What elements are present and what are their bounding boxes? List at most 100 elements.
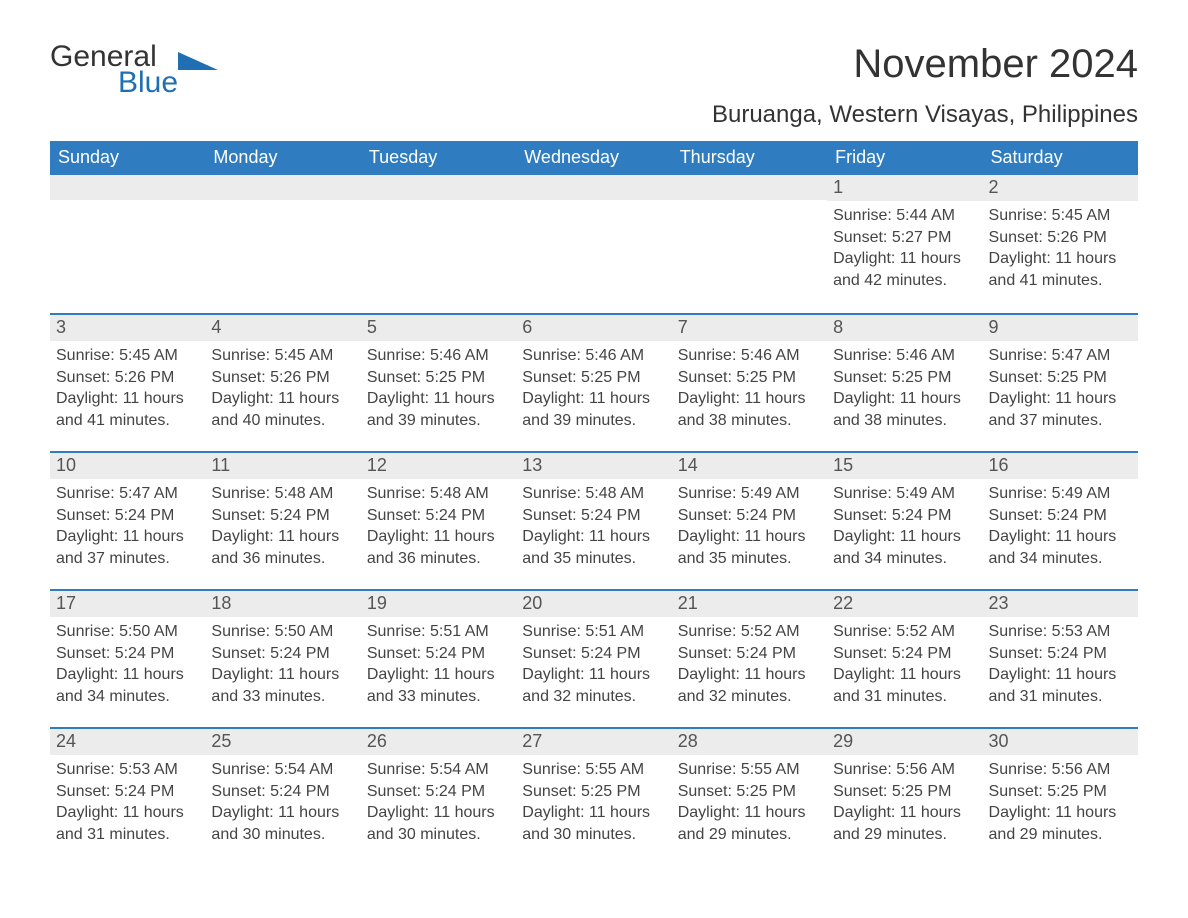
- daylight-text: Daylight: 11 hours: [833, 664, 976, 686]
- day-details: Sunrise: 5:45 AMSunset: 5:26 PMDaylight:…: [983, 201, 1138, 301]
- sunset-text: Sunset: 5:25 PM: [522, 367, 665, 389]
- daylight-text: Daylight: 11 hours: [211, 526, 354, 548]
- weekday-header: Monday: [205, 141, 360, 175]
- daylight-text: and 37 minutes.: [56, 548, 199, 570]
- daylight-text: Daylight: 11 hours: [989, 526, 1132, 548]
- day-details: Sunrise: 5:51 AMSunset: 5:24 PMDaylight:…: [361, 617, 516, 717]
- day-cell: 27Sunrise: 5:55 AMSunset: 5:25 PMDayligh…: [516, 729, 671, 855]
- day-number: 29: [827, 729, 982, 755]
- day-details: Sunrise: 5:44 AMSunset: 5:27 PMDaylight:…: [827, 201, 982, 301]
- weeks-container: 1Sunrise: 5:44 AMSunset: 5:27 PMDaylight…: [50, 175, 1138, 855]
- daylight-text: and 35 minutes.: [522, 548, 665, 570]
- day-details: Sunrise: 5:45 AMSunset: 5:26 PMDaylight:…: [205, 341, 360, 441]
- day-details: Sunrise: 5:49 AMSunset: 5:24 PMDaylight:…: [672, 479, 827, 579]
- day-cell: 2Sunrise: 5:45 AMSunset: 5:26 PMDaylight…: [983, 175, 1138, 313]
- day-number: 30: [983, 729, 1138, 755]
- logo-triangle-icon: [178, 48, 218, 75]
- weekday-header-row: Sunday Monday Tuesday Wednesday Thursday…: [50, 141, 1138, 175]
- weekday-header: Friday: [827, 141, 982, 175]
- day-cell: [361, 175, 516, 313]
- daylight-text: and 30 minutes.: [211, 824, 354, 846]
- day-number: 28: [672, 729, 827, 755]
- day-number: [50, 175, 205, 200]
- day-cell: 6Sunrise: 5:46 AMSunset: 5:25 PMDaylight…: [516, 315, 671, 451]
- day-number: 4: [205, 315, 360, 341]
- sunrise-text: Sunrise: 5:54 AM: [367, 759, 510, 781]
- day-number: 21: [672, 591, 827, 617]
- sunrise-text: Sunrise: 5:51 AM: [367, 621, 510, 643]
- day-number: 10: [50, 453, 205, 479]
- daylight-text: and 32 minutes.: [522, 686, 665, 708]
- day-details: Sunrise: 5:51 AMSunset: 5:24 PMDaylight:…: [516, 617, 671, 717]
- day-details: Sunrise: 5:45 AMSunset: 5:26 PMDaylight:…: [50, 341, 205, 441]
- daylight-text: and 31 minutes.: [989, 686, 1132, 708]
- day-cell: [50, 175, 205, 313]
- daylight-text: and 40 minutes.: [211, 410, 354, 432]
- daylight-text: and 42 minutes.: [833, 270, 976, 292]
- sunset-text: Sunset: 5:27 PM: [833, 227, 976, 249]
- day-cell: 7Sunrise: 5:46 AMSunset: 5:25 PMDaylight…: [672, 315, 827, 451]
- week-row: 10Sunrise: 5:47 AMSunset: 5:24 PMDayligh…: [50, 451, 1138, 589]
- day-details: Sunrise: 5:54 AMSunset: 5:24 PMDaylight:…: [361, 755, 516, 855]
- day-number: 15: [827, 453, 982, 479]
- day-cell: 25Sunrise: 5:54 AMSunset: 5:24 PMDayligh…: [205, 729, 360, 855]
- week-row: 3Sunrise: 5:45 AMSunset: 5:26 PMDaylight…: [50, 313, 1138, 451]
- week-row: 1Sunrise: 5:44 AMSunset: 5:27 PMDaylight…: [50, 175, 1138, 313]
- sunset-text: Sunset: 5:25 PM: [989, 367, 1132, 389]
- day-cell: 1Sunrise: 5:44 AMSunset: 5:27 PMDaylight…: [827, 175, 982, 313]
- day-cell: 10Sunrise: 5:47 AMSunset: 5:24 PMDayligh…: [50, 453, 205, 589]
- day-details: Sunrise: 5:46 AMSunset: 5:25 PMDaylight:…: [361, 341, 516, 441]
- day-number: 13: [516, 453, 671, 479]
- weekday-header: Tuesday: [361, 141, 516, 175]
- day-cell: 9Sunrise: 5:47 AMSunset: 5:25 PMDaylight…: [983, 315, 1138, 451]
- day-number: [205, 175, 360, 200]
- weekday-header: Sunday: [50, 141, 205, 175]
- daylight-text: Daylight: 11 hours: [56, 802, 199, 824]
- sunset-text: Sunset: 5:24 PM: [678, 643, 821, 665]
- day-number: 14: [672, 453, 827, 479]
- day-number: 26: [361, 729, 516, 755]
- sunrise-text: Sunrise: 5:53 AM: [56, 759, 199, 781]
- day-number: [516, 175, 671, 200]
- day-cell: 28Sunrise: 5:55 AMSunset: 5:25 PMDayligh…: [672, 729, 827, 855]
- daylight-text: and 36 minutes.: [211, 548, 354, 570]
- logo-text: General Blue: [50, 42, 178, 98]
- daylight-text: Daylight: 11 hours: [522, 664, 665, 686]
- daylight-text: and 30 minutes.: [522, 824, 665, 846]
- day-cell: 13Sunrise: 5:48 AMSunset: 5:24 PMDayligh…: [516, 453, 671, 589]
- sunset-text: Sunset: 5:24 PM: [367, 505, 510, 527]
- sunrise-text: Sunrise: 5:47 AM: [989, 345, 1132, 367]
- daylight-text: and 39 minutes.: [367, 410, 510, 432]
- day-number: 24: [50, 729, 205, 755]
- day-details: [205, 200, 360, 214]
- sunset-text: Sunset: 5:26 PM: [989, 227, 1132, 249]
- day-number: 18: [205, 591, 360, 617]
- daylight-text: and 34 minutes.: [833, 548, 976, 570]
- daylight-text: Daylight: 11 hours: [522, 802, 665, 824]
- sunrise-text: Sunrise: 5:50 AM: [56, 621, 199, 643]
- daylight-text: Daylight: 11 hours: [522, 388, 665, 410]
- day-cell: 30Sunrise: 5:56 AMSunset: 5:25 PMDayligh…: [983, 729, 1138, 855]
- day-number: 27: [516, 729, 671, 755]
- daylight-text: Daylight: 11 hours: [833, 248, 976, 270]
- sunrise-text: Sunrise: 5:56 AM: [989, 759, 1132, 781]
- daylight-text: Daylight: 11 hours: [678, 664, 821, 686]
- sunrise-text: Sunrise: 5:46 AM: [833, 345, 976, 367]
- sunset-text: Sunset: 5:25 PM: [989, 781, 1132, 803]
- sunrise-text: Sunrise: 5:49 AM: [989, 483, 1132, 505]
- sunset-text: Sunset: 5:25 PM: [678, 781, 821, 803]
- daylight-text: Daylight: 11 hours: [989, 664, 1132, 686]
- sunset-text: Sunset: 5:24 PM: [56, 505, 199, 527]
- sunset-text: Sunset: 5:24 PM: [833, 505, 976, 527]
- sunrise-text: Sunrise: 5:45 AM: [211, 345, 354, 367]
- sunrise-text: Sunrise: 5:55 AM: [678, 759, 821, 781]
- day-cell: 29Sunrise: 5:56 AMSunset: 5:25 PMDayligh…: [827, 729, 982, 855]
- daylight-text: Daylight: 11 hours: [211, 388, 354, 410]
- day-number: 7: [672, 315, 827, 341]
- daylight-text: and 38 minutes.: [678, 410, 821, 432]
- day-details: Sunrise: 5:49 AMSunset: 5:24 PMDaylight:…: [983, 479, 1138, 579]
- sunset-text: Sunset: 5:24 PM: [211, 505, 354, 527]
- day-number: 8: [827, 315, 982, 341]
- sunset-text: Sunset: 5:25 PM: [833, 367, 976, 389]
- daylight-text: and 29 minutes.: [678, 824, 821, 846]
